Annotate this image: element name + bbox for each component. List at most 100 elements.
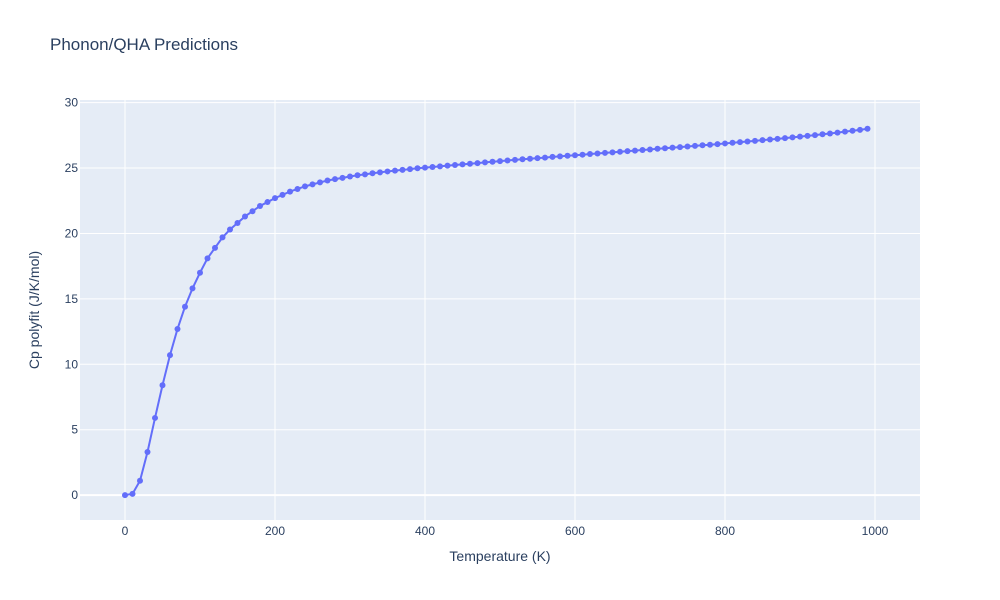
data-point[interactable] <box>752 137 758 144</box>
data-point[interactable] <box>812 132 818 139</box>
data-point[interactable] <box>579 151 586 158</box>
data-point[interactable] <box>827 130 833 137</box>
data-point[interactable] <box>459 161 466 168</box>
data-point[interactable] <box>662 145 668 152</box>
data-point[interactable] <box>429 163 436 170</box>
data-point[interactable] <box>737 139 743 146</box>
data-point[interactable] <box>774 135 781 142</box>
data-point[interactable] <box>797 133 803 140</box>
data-point[interactable] <box>347 173 353 180</box>
data-point[interactable] <box>384 168 391 175</box>
data-point[interactable] <box>467 160 473 167</box>
data-point[interactable] <box>647 146 653 153</box>
data-point[interactable] <box>602 149 608 156</box>
data-point[interactable] <box>759 137 766 144</box>
data-point[interactable] <box>842 128 848 135</box>
data-point[interactable] <box>594 150 601 157</box>
data-point[interactable] <box>489 158 496 165</box>
data-point[interactable] <box>129 490 136 497</box>
data-point[interactable] <box>474 160 481 167</box>
data-point[interactable] <box>804 132 811 139</box>
data-point[interactable] <box>302 183 308 190</box>
data-point[interactable] <box>197 269 203 276</box>
data-point[interactable] <box>159 382 166 389</box>
data-point[interactable] <box>144 448 151 455</box>
data-point[interactable] <box>639 146 646 153</box>
data-point[interactable] <box>692 142 698 149</box>
data-point[interactable] <box>632 147 638 154</box>
data-point[interactable] <box>182 303 188 310</box>
data-point[interactable] <box>549 153 556 160</box>
plot-area[interactable] <box>80 100 920 520</box>
data-point[interactable] <box>167 352 173 359</box>
data-point[interactable] <box>767 136 773 143</box>
data-point[interactable] <box>669 144 676 151</box>
data-point[interactable] <box>482 159 488 166</box>
data-point[interactable] <box>257 202 263 209</box>
data-point[interactable] <box>819 131 826 138</box>
data-point[interactable] <box>504 157 511 164</box>
data-point[interactable] <box>714 141 721 148</box>
data-point[interactable] <box>272 195 278 202</box>
data-point[interactable] <box>564 152 571 159</box>
data-point[interactable] <box>864 125 871 132</box>
data-point[interactable] <box>452 162 458 169</box>
data-point[interactable] <box>744 138 751 145</box>
data-point[interactable] <box>212 244 218 251</box>
data-point[interactable] <box>407 166 413 173</box>
data-point[interactable] <box>519 156 526 163</box>
data-point[interactable] <box>122 492 128 499</box>
data-point[interactable] <box>729 139 736 146</box>
data-point[interactable] <box>527 155 533 162</box>
data-point[interactable] <box>369 170 376 177</box>
data-point[interactable] <box>609 149 616 156</box>
data-point[interactable] <box>624 148 631 155</box>
data-point[interactable] <box>392 167 398 174</box>
data-point[interactable] <box>789 134 796 141</box>
data-point[interactable] <box>857 126 863 133</box>
data-point[interactable] <box>137 477 143 484</box>
data-point[interactable] <box>174 325 181 332</box>
data-point[interactable] <box>317 179 323 186</box>
data-point[interactable] <box>279 191 286 198</box>
data-point[interactable] <box>219 234 226 241</box>
data-point[interactable] <box>189 285 196 292</box>
data-point[interactable] <box>557 153 563 160</box>
data-point[interactable] <box>309 181 316 188</box>
data-point[interactable] <box>294 185 301 192</box>
data-point[interactable] <box>617 148 623 155</box>
data-point[interactable] <box>684 143 691 150</box>
data-point[interactable] <box>707 141 713 148</box>
data-point[interactable] <box>242 213 248 220</box>
data-point[interactable] <box>699 142 706 149</box>
data-point[interactable] <box>362 171 368 178</box>
data-point[interactable] <box>497 158 503 165</box>
data-point[interactable] <box>249 208 256 215</box>
data-point[interactable] <box>677 144 683 151</box>
data-point[interactable] <box>324 177 331 184</box>
data-point[interactable] <box>722 140 728 147</box>
data-point[interactable] <box>587 151 593 158</box>
data-point[interactable] <box>227 226 233 233</box>
data-point[interactable] <box>377 169 383 176</box>
data-point[interactable] <box>534 155 541 162</box>
data-point[interactable] <box>422 164 428 171</box>
data-point[interactable] <box>152 414 158 421</box>
data-point[interactable] <box>512 156 518 163</box>
data-point[interactable] <box>264 199 271 206</box>
data-point[interactable] <box>332 176 338 183</box>
data-point[interactable] <box>399 166 406 173</box>
data-point[interactable] <box>234 219 241 226</box>
data-point[interactable] <box>654 145 661 152</box>
data-point[interactable] <box>572 152 578 159</box>
data-point[interactable] <box>354 172 361 179</box>
data-point[interactable] <box>204 255 211 262</box>
data-point[interactable] <box>414 165 421 172</box>
data-point[interactable] <box>542 154 548 161</box>
data-point[interactable] <box>782 135 788 142</box>
data-point[interactable] <box>287 188 293 195</box>
data-point[interactable] <box>849 127 856 134</box>
data-point[interactable] <box>339 174 346 181</box>
data-point[interactable] <box>834 129 841 136</box>
data-point[interactable] <box>444 162 451 169</box>
